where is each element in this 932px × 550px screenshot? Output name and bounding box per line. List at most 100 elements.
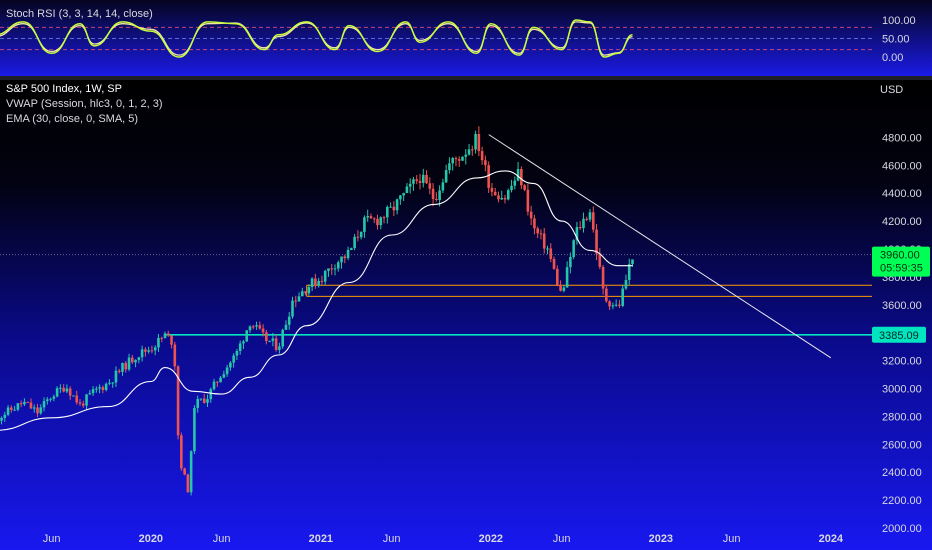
candle-body <box>500 198 504 200</box>
candle-body <box>137 357 141 361</box>
candle-body <box>36 407 39 414</box>
candle-body <box>304 291 307 294</box>
candle-body <box>631 259 634 265</box>
candle-body <box>68 388 72 396</box>
candle-body <box>428 183 432 189</box>
candle-body <box>42 401 46 408</box>
candle-body <box>183 468 186 475</box>
ema-line <box>0 170 633 431</box>
candle-body <box>346 249 350 259</box>
pane-separator[interactable] <box>0 76 932 80</box>
candle-body <box>438 190 441 201</box>
candle-body <box>542 233 546 249</box>
candle-body <box>627 264 631 281</box>
candle-body <box>229 362 232 368</box>
time-axis-label: Jun <box>723 533 741 545</box>
ema-legend[interactable]: EMA (30, close, 0, SMA, 5) <box>6 113 139 125</box>
support-zone[interactable] <box>306 284 872 297</box>
candle-body <box>497 195 500 200</box>
candle-body <box>372 218 376 220</box>
candle-body <box>467 149 471 155</box>
time-axis-label: Jun <box>43 533 61 545</box>
symbol-legend[interactable]: S&P 500 Index, 1W, SP <box>6 83 122 95</box>
trendline-segment[interactable] <box>488 134 832 359</box>
candle-body <box>336 262 340 269</box>
candle-body <box>251 326 255 328</box>
candle-body <box>454 158 458 160</box>
candle-body <box>506 190 510 200</box>
candle-body <box>529 211 533 219</box>
last-price-label: 3960.00 <box>880 250 920 262</box>
candle-body <box>147 350 150 352</box>
candle-body <box>484 160 487 166</box>
candle-body <box>369 216 373 219</box>
candle-body <box>166 333 170 336</box>
candle-body <box>435 199 438 201</box>
time-axis-label: 2023 <box>649 533 673 545</box>
candle-body <box>209 389 213 400</box>
candle-body <box>418 180 422 183</box>
time-axis-label: 2020 <box>139 533 163 545</box>
candle-body <box>26 401 29 403</box>
candle-body <box>235 350 239 356</box>
candle-body <box>72 395 75 397</box>
candle-body <box>49 398 52 400</box>
candle-body <box>170 335 173 345</box>
candle-body <box>144 349 147 352</box>
candle-body <box>91 389 95 394</box>
candle-body <box>111 382 114 384</box>
price-tick-label: 4200.00 <box>882 216 922 228</box>
candle-body <box>608 301 611 307</box>
candle-body <box>101 387 105 391</box>
support-label-box <box>872 326 926 343</box>
candle-body <box>114 370 118 383</box>
candle-body <box>13 409 16 411</box>
candle-body <box>32 407 36 409</box>
candle-body <box>216 381 219 383</box>
price-tick-label: 4400.00 <box>882 188 922 200</box>
candle-body <box>359 231 363 238</box>
candle-body <box>323 270 327 282</box>
candle-body <box>421 174 425 183</box>
stoch-rsi-tick-label: 50.00 <box>882 34 910 46</box>
candle-body <box>317 280 320 286</box>
candle-body <box>565 267 569 288</box>
vwap-legend[interactable]: VWAP (Session, hlc3, 0, 1, 2, 3) <box>6 98 163 110</box>
stoch-rsi-legend[interactable]: Stoch RSI (3, 3, 14, 14, close) <box>6 7 153 22</box>
candle-body <box>575 227 579 241</box>
last-price-label-box <box>872 246 930 277</box>
candle-body <box>382 217 386 219</box>
candle-body <box>310 278 314 287</box>
support-label: 3385.09 <box>879 330 919 342</box>
price-tick-label: 3000.00 <box>882 384 922 396</box>
candle-body <box>81 403 85 406</box>
candle-body <box>614 304 618 306</box>
candle-body <box>569 257 572 268</box>
candle-body <box>10 407 13 410</box>
candle-body <box>605 288 608 302</box>
candle-body <box>487 165 490 188</box>
candle-body <box>163 333 167 339</box>
time-axis[interactable]: Jun 2020 Jun 2021 Jun 2022 Jun 2023 Jun 2024 <box>43 533 844 545</box>
candle-body <box>307 286 311 294</box>
candle-body <box>471 149 474 151</box>
candle-body <box>457 159 461 161</box>
candle-body <box>150 350 154 352</box>
candle-body <box>618 304 621 306</box>
candle-body <box>29 402 33 409</box>
candle-body <box>75 395 79 403</box>
price-tick-label: 4600.00 <box>882 160 922 172</box>
candle-body <box>248 326 252 331</box>
trendline[interactable] <box>488 134 832 359</box>
time-axis-label: 2024 <box>819 533 844 545</box>
candle-body <box>39 407 43 414</box>
candle-body <box>516 168 520 181</box>
candle-body <box>539 233 543 235</box>
candle-body <box>59 387 62 389</box>
candle-body <box>287 316 291 325</box>
candle-body <box>415 179 419 181</box>
candle-body <box>363 217 366 232</box>
candle-body <box>559 284 562 291</box>
candle-body <box>513 180 517 186</box>
